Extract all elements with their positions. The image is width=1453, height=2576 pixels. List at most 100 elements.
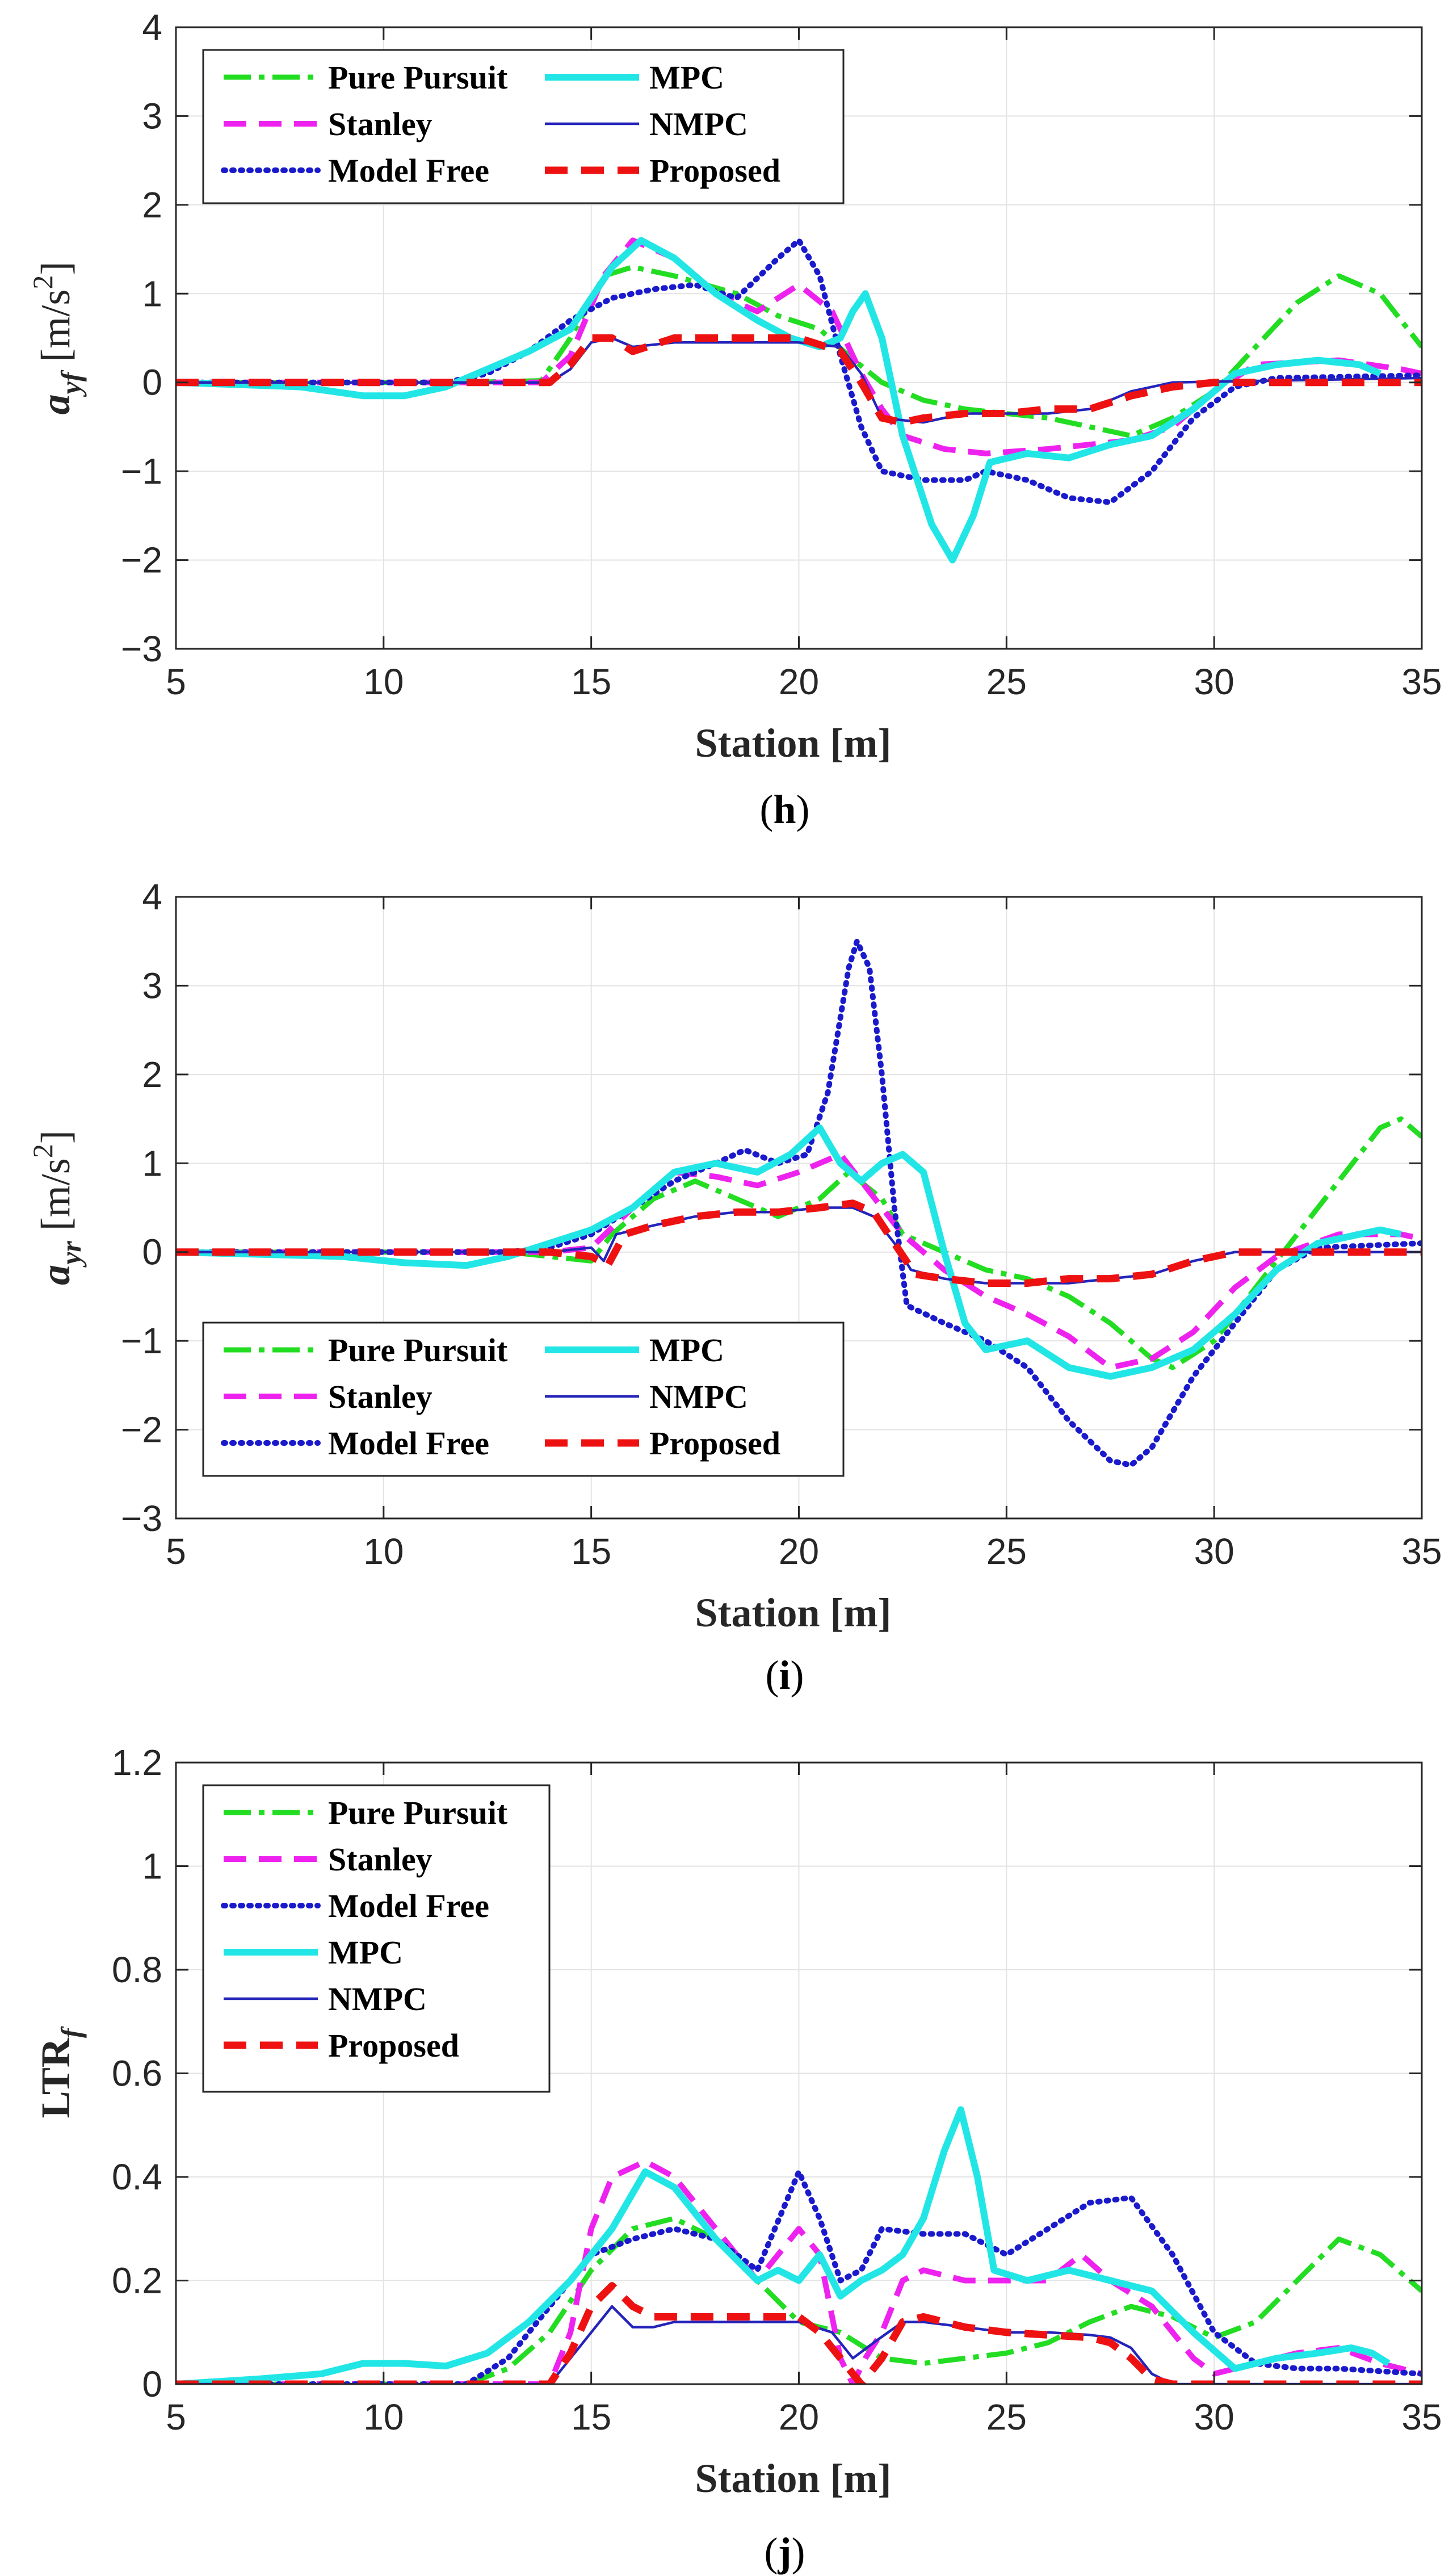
- y-tick-label: 1: [142, 1846, 162, 1887]
- y-label-unit: [m/s: [33, 290, 78, 372]
- y-label-unit-close: ]: [33, 1130, 78, 1144]
- series-line-mpc: [176, 237, 1382, 564]
- x-tick-label: 10: [363, 661, 404, 702]
- series-line-pure-pursuit: [176, 2216, 1422, 2384]
- y-label-superscript: 2: [27, 1144, 58, 1158]
- legend-label-model-free: Model Free: [328, 1887, 489, 1924]
- legend-label-pure-pursuit: Pure Pursuit: [328, 1332, 508, 1369]
- y-label-unit-close: ]: [33, 262, 78, 275]
- subfigure-label: (j): [765, 2529, 805, 2575]
- y-tick-label: −1: [121, 1320, 162, 1361]
- y-tick-label: −3: [121, 1498, 162, 1539]
- x-tick-label: 15: [571, 661, 611, 702]
- series-group: [176, 2106, 1422, 2384]
- series-line-model-free: [176, 2168, 1422, 2384]
- legend: Pure Pursuit Stanley Model Free MPC NMPC Prop…: [202, 1784, 551, 2093]
- series-line-mpc: [176, 2106, 1391, 2384]
- series-line-stanley: [176, 1151, 1422, 1371]
- y-label-main: a: [33, 1265, 78, 1285]
- subfigure-paren-close: ): [796, 787, 810, 832]
- subfigure-paren-open: (: [766, 1652, 779, 1698]
- y-tick-label: 0.4: [112, 2157, 162, 2197]
- x-tick-label: 20: [779, 1531, 819, 1572]
- subfigure-paren-open: (: [765, 2529, 778, 2575]
- y-tick-label: 0: [142, 1232, 162, 1273]
- y-axis-label: ayr [m/s2]: [27, 1130, 87, 1285]
- legend-label-stanley: Stanley: [328, 1841, 432, 1878]
- legend-label-model-free: Model Free: [328, 1425, 489, 1462]
- x-axis-label: Station [m]: [695, 720, 892, 766]
- y-tick-label: 0.2: [112, 2260, 162, 2301]
- y-tick-label: −3: [121, 628, 162, 669]
- x-tick-label: 20: [779, 2397, 819, 2437]
- x-tick-label: 35: [1401, 2397, 1442, 2437]
- y-tick-label: 1.2: [112, 1742, 162, 1783]
- legend-label-stanley: Stanley: [328, 106, 432, 142]
- y-label-unit: [m/s: [33, 1158, 78, 1241]
- chart-panel-j: 5 10 15 20 25 30 35 0 0.2 0.4 0.6 0.8 1 1.2 Station [m…: [33, 1742, 1442, 2575]
- y-tick-label: 1: [142, 1143, 162, 1184]
- y-tick-label: 3: [142, 95, 162, 136]
- y-tick-label: −1: [121, 451, 162, 492]
- x-tick-label: 15: [571, 1531, 611, 1572]
- legend-label-mpc: MPC: [328, 1934, 403, 1971]
- x-tick-label: 30: [1194, 2397, 1234, 2437]
- series-line-nmpc: [176, 2305, 1422, 2384]
- x-tick-label: 5: [166, 661, 186, 702]
- y-tick-label: 1: [142, 273, 162, 314]
- legend-label-model-free: Model Free: [328, 152, 489, 189]
- legend: Pure Pursuit MPC Stanley NMPC Model Free Prop…: [202, 49, 845, 204]
- y-tick-label: 0: [142, 2364, 162, 2405]
- legend: Pure Pursuit MPC Stanley NMPC Model Free Prop…: [202, 1321, 845, 1477]
- x-tick-label: 25: [986, 2397, 1027, 2437]
- legend-label-proposed: Proposed: [649, 152, 780, 189]
- subfigure-letter: i: [779, 1652, 790, 1698]
- x-axis-label: Station [m]: [695, 1590, 892, 1635]
- subfigure-label: (h): [759, 787, 809, 832]
- legend-label-nmpc: NMPC: [649, 106, 748, 142]
- y-label-subscript: yr: [55, 1241, 87, 1268]
- series-group: [176, 938, 1422, 1469]
- y-axis-label: ayf [m/s2]: [27, 262, 87, 415]
- legend-label-mpc: MPC: [649, 59, 724, 96]
- x-tick-label: 10: [363, 2397, 404, 2437]
- chart-panel-i: 5 10 15 20 25 30 35 −3 −2 −1 0 1 2 3 4 Station [m] ayr […: [27, 876, 1442, 1698]
- y-label-superscript: 2: [27, 275, 58, 290]
- y-label-main: LTR: [33, 2037, 78, 2118]
- legend-label-mpc: MPC: [649, 1332, 724, 1369]
- y-tick-label: 2: [142, 184, 162, 225]
- y-tick-label: 4: [142, 876, 162, 917]
- legend-label-pure-pursuit: Pure Pursuit: [328, 1794, 508, 1831]
- subfigure-label: (i): [766, 1652, 804, 1698]
- legend-label-proposed: Proposed: [649, 1425, 780, 1462]
- legend-label-pure-pursuit: Pure Pursuit: [328, 59, 508, 96]
- y-label-subscript: f: [55, 2026, 87, 2038]
- x-tick-label: 30: [1194, 661, 1234, 702]
- y-tick-label: −2: [121, 540, 162, 581]
- series-group: [176, 237, 1422, 564]
- x-tick-label: 25: [986, 1531, 1027, 1572]
- y-axis-label: LTRf: [33, 2026, 87, 2118]
- x-axis-label: Station [m]: [695, 2456, 892, 2501]
- x-tick-label: 25: [986, 661, 1027, 702]
- y-tick-label: 0: [142, 362, 162, 403]
- x-tick-label: 10: [363, 1531, 404, 1572]
- legend-label-nmpc: NMPC: [328, 1981, 427, 2017]
- y-tick-label: 3: [142, 965, 162, 1006]
- series-line-pure-pursuit: [176, 264, 1422, 439]
- x-tick-label: 5: [166, 1531, 186, 1572]
- x-tick-label: 35: [1401, 661, 1442, 702]
- y-tick-label: 0.8: [112, 1949, 162, 1990]
- x-tick-label: 35: [1401, 1531, 1442, 1572]
- subfigure-paren-open: (: [759, 787, 773, 832]
- y-tick-label: 0.6: [112, 2053, 162, 2094]
- series-line-proposed: [176, 2282, 1422, 2384]
- series-line-proposed: [176, 334, 1422, 426]
- x-tick-label: 30: [1194, 1531, 1234, 1572]
- legend-label-proposed: Proposed: [328, 2027, 459, 2064]
- series-line-model-free: [176, 938, 1422, 1469]
- y-tick-label: −2: [121, 1409, 162, 1450]
- subfigure-paren-close: ): [791, 2529, 805, 2575]
- x-tick-label: 5: [166, 2397, 186, 2437]
- legend-label-stanley: Stanley: [328, 1378, 432, 1415]
